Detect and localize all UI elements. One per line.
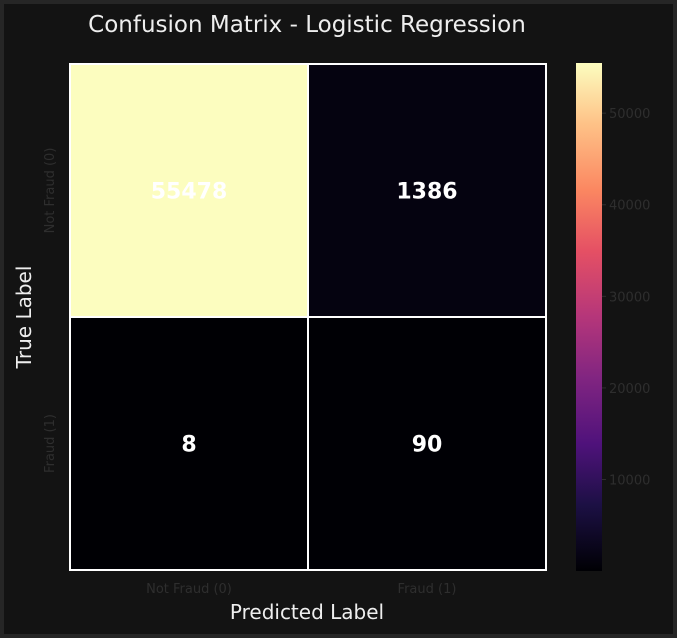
colorbar-tick-label: 40000 (609, 199, 650, 214)
cell-value-label: 8 (181, 433, 196, 458)
cell-value-label: 55478 (151, 180, 228, 205)
cell-value-label: 1386 (396, 180, 457, 205)
x-tick-label: Fraud (1) (398, 582, 457, 597)
x-tick-labels: Not Fraud (0) Fraud (1) (146, 582, 456, 597)
colorbar-tick-label: 30000 (609, 290, 650, 305)
confusion-matrix-chart: Confusion Matrix - Logistic Regression 5… (12, 12, 650, 624)
x-tick-label: Not Fraud (0) (146, 582, 232, 597)
cell-value-label: 90 (412, 433, 443, 458)
y-tick-label: Not Fraud (0) (43, 148, 58, 234)
heatmap-cells (69, 63, 547, 571)
colorbar-tick-label: 10000 (609, 473, 650, 488)
heatmap-cell-labels: 55478 1386 8 90 (151, 180, 458, 458)
x-axis-label: Predicted Label (230, 600, 384, 624)
heatmap-cell (307, 63, 547, 318)
colorbar (576, 63, 602, 571)
heatmap-cell (69, 63, 309, 318)
y-axis-label: True Label (12, 266, 36, 370)
heatmap-cell (307, 316, 547, 571)
colorbar-ticks: 10000 20000 30000 40000 50000 (602, 107, 650, 488)
chart-title: Confusion Matrix - Logistic Regression (88, 12, 526, 38)
heatmap-cell (69, 316, 309, 571)
colorbar-tick-label: 50000 (609, 107, 650, 122)
y-tick-labels: Not Fraud (0) Fraud (1) (43, 148, 58, 473)
colorbar-tick-label: 20000 (609, 382, 650, 397)
y-tick-label: Fraud (1) (43, 414, 58, 473)
